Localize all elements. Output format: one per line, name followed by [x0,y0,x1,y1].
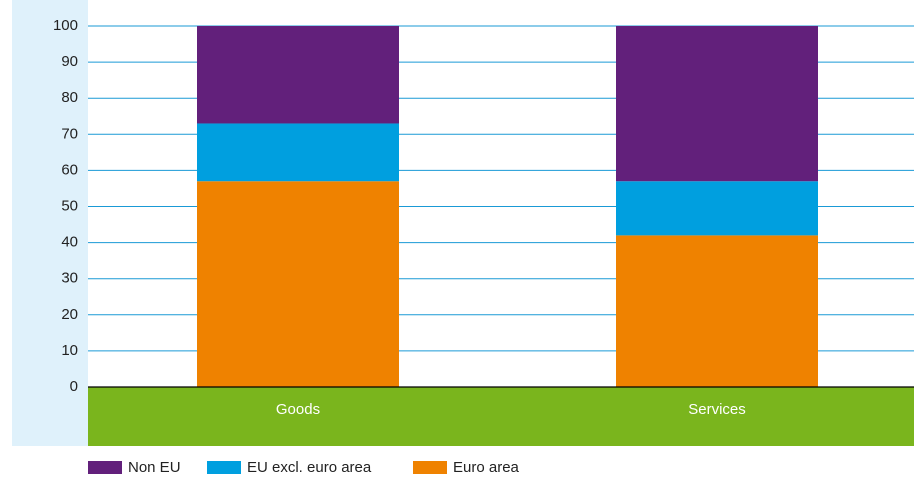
legend-label: Non EU [128,459,181,476]
y-tick-label: 50 [61,197,78,214]
y-tick-label: 80 [61,89,78,106]
legend-label: Euro area [453,459,520,476]
bar-segment [616,235,818,387]
y-tick-label: 20 [61,306,78,323]
bar-segment [616,26,818,182]
legend-swatch [413,461,447,474]
bar-segment [197,181,399,387]
legend-swatch [88,461,122,474]
bar-segment [197,26,399,124]
bar-segment [616,181,818,236]
y-tick-label: 0 [70,378,78,395]
category-band [88,387,914,446]
y-tick-label: 90 [61,53,78,70]
y-tick-label: 10 [61,342,78,359]
x-tick-label: Goods [276,401,320,418]
x-tick-label: Services [688,401,746,418]
y-tick-label: 100 [53,17,78,34]
y-tick-label: 70 [61,125,78,142]
y-tick-label: 40 [61,234,78,251]
axis-panel [12,0,88,446]
y-tick-label: 30 [61,270,78,287]
legend-label: EU excl. euro area [247,459,372,476]
y-tick-label: 60 [61,161,78,178]
legend-swatch [207,461,241,474]
bar-segment [197,123,399,182]
